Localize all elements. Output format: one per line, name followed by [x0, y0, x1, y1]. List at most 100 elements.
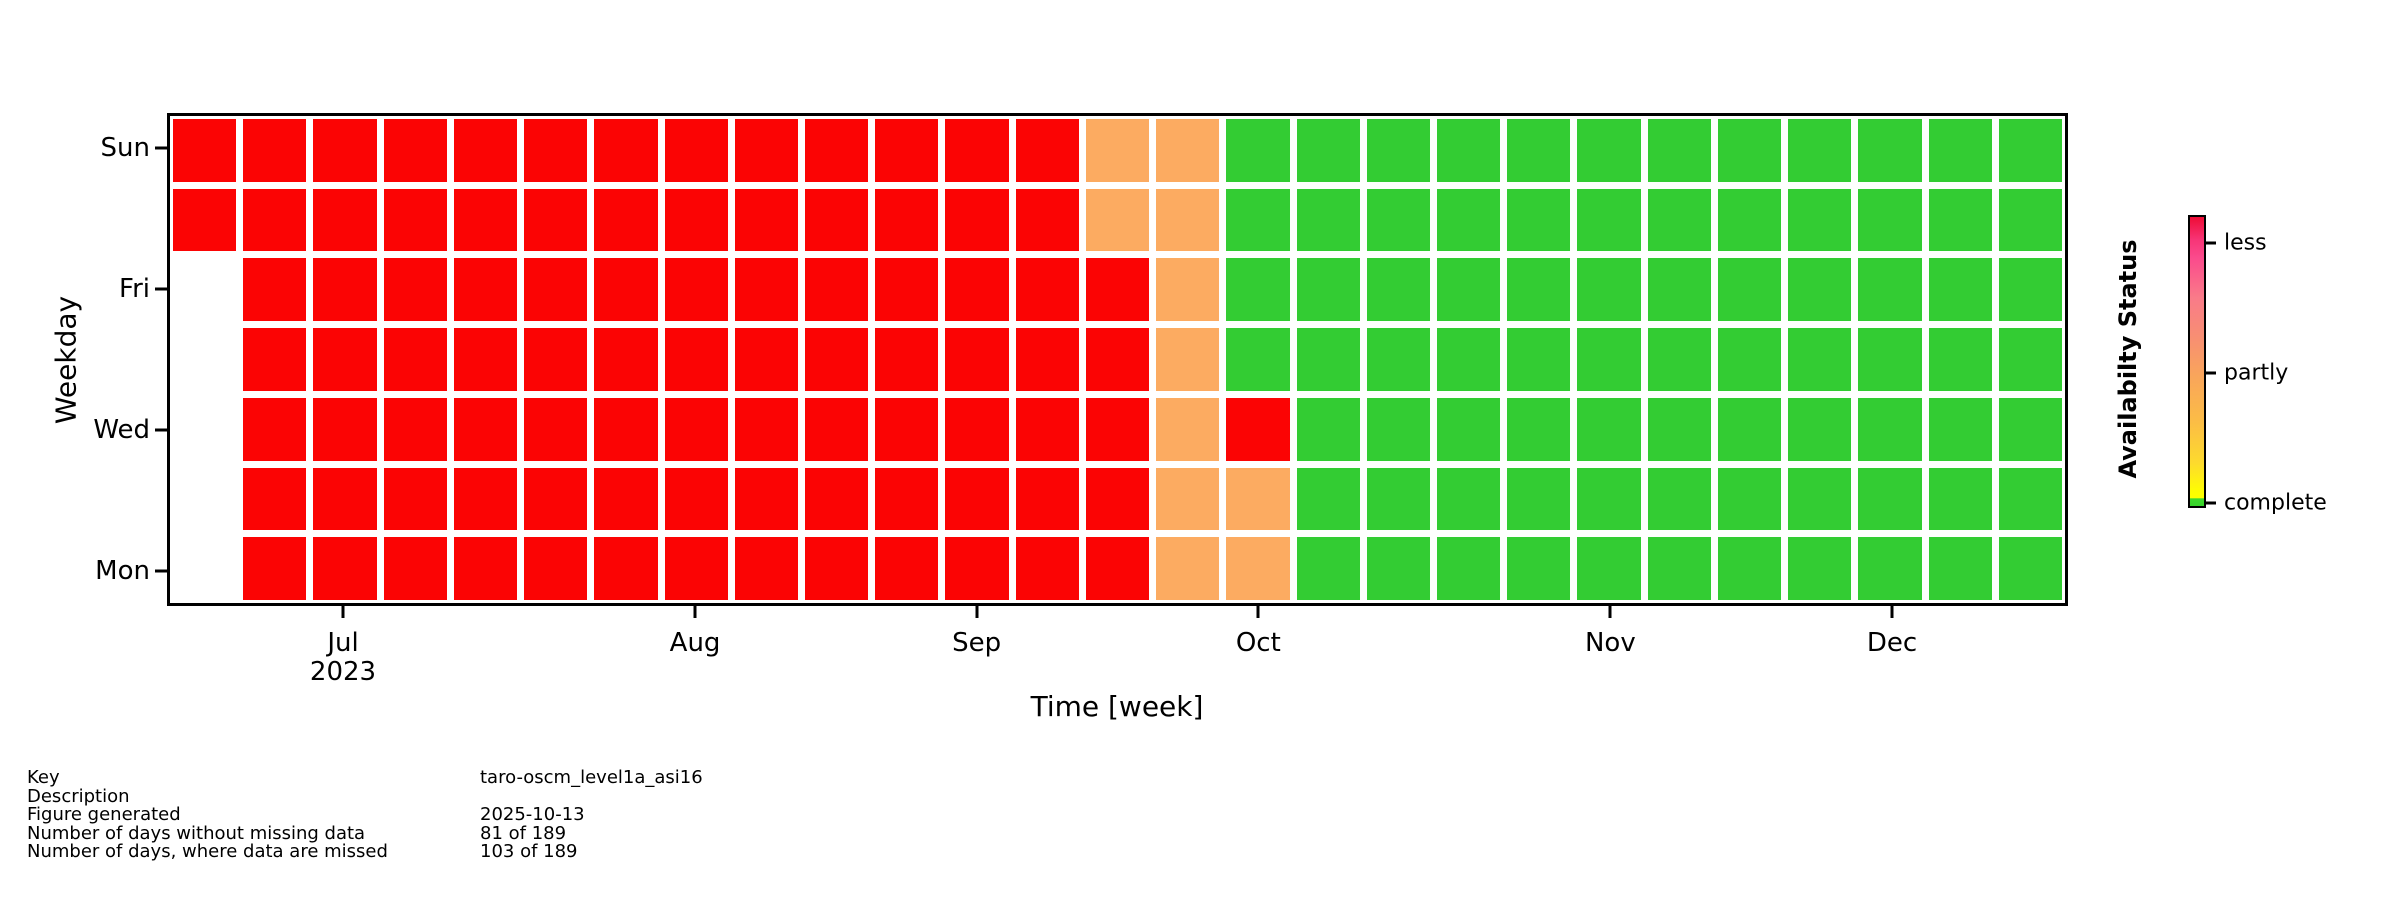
heatmap-cell	[1577, 188, 1641, 252]
heatmap-cell	[453, 258, 518, 322]
heatmap-cell	[453, 467, 518, 531]
heatmap-cell	[1858, 258, 1922, 322]
heatmap-cell	[243, 537, 307, 600]
x-axis-tick-label: Nov	[1584, 628, 1636, 658]
heatmap-cell	[1928, 119, 1992, 182]
heatmap-cell	[594, 119, 658, 182]
heatmap-cell	[1928, 467, 1992, 531]
heatmap-cell	[945, 328, 1009, 391]
heatmap-cell	[1577, 397, 1641, 461]
heatmap-cell	[1788, 119, 1852, 182]
heatmap-cell	[945, 188, 1009, 252]
heatmap-cell	[524, 328, 588, 391]
heatmap-cell	[1296, 119, 1360, 182]
heatmap-cell	[1717, 188, 1782, 252]
heatmap-cell	[1507, 537, 1571, 600]
heatmap-cell	[1647, 119, 1711, 182]
heatmap-cell	[243, 328, 307, 391]
heatmap-cell	[1998, 188, 2062, 252]
y-axis-tick-label: Wed	[93, 414, 150, 445]
heatmap-cell	[1928, 258, 1992, 322]
x-axis-tick-label: Jul	[327, 628, 359, 658]
heatmap-cell	[594, 258, 658, 322]
heatmap-cell	[1717, 537, 1782, 600]
heatmap-cell	[1226, 467, 1290, 531]
heatmap-cell	[1717, 397, 1782, 461]
heatmap-cell	[664, 537, 728, 600]
heatmap-cell	[1507, 188, 1571, 252]
heatmap-cell	[1928, 397, 1992, 461]
colorbar-tick-label: less	[2224, 230, 2267, 256]
heatmap-cell	[1436, 119, 1501, 182]
heatmap-cell	[1928, 537, 1992, 600]
heatmap-cell	[1366, 258, 1430, 322]
heatmap-cell	[313, 119, 377, 182]
heatmap-cell	[1647, 467, 1711, 531]
heatmap-cell	[453, 397, 518, 461]
heatmap-cell	[804, 188, 869, 252]
heatmap-cell	[804, 397, 869, 461]
heatmap-cell	[1015, 467, 1079, 531]
heatmap-cell	[1296, 537, 1360, 600]
heatmap-cell	[875, 188, 939, 252]
colorbar-tick	[2206, 241, 2216, 245]
heatmap-cell	[1366, 119, 1430, 182]
heatmap-cell	[1647, 258, 1711, 322]
heatmap-cell	[1085, 119, 1150, 182]
metadata-row: Key taro-oscm_level1a_asi16	[27, 768, 703, 788]
heatmap-cell	[1788, 397, 1852, 461]
heatmap-cell	[1858, 119, 1922, 182]
heatmap-cell	[383, 537, 447, 600]
x-axis-tick-label: Sep	[952, 628, 1002, 658]
heatmap-cell	[1156, 537, 1220, 600]
heatmap-cell	[1858, 188, 1922, 252]
x-axis-tick	[1890, 606, 1894, 618]
heatmap-cell	[524, 397, 588, 461]
heatmap-cell	[734, 537, 798, 600]
heatmap-cell	[945, 397, 1009, 461]
y-axis-tick	[155, 287, 167, 291]
heatmap-cell	[1788, 467, 1852, 531]
x-axis-year-label: 2023	[309, 657, 377, 687]
heatmap-cell	[1577, 537, 1641, 600]
heatmap-cell	[313, 397, 377, 461]
heatmap-cell	[1015, 397, 1079, 461]
heatmap-cell	[594, 188, 658, 252]
heatmap-cell	[524, 258, 588, 322]
heatmap-grid	[170, 116, 2065, 603]
heatmap-cell	[1928, 328, 1992, 391]
y-axis-tick	[155, 569, 167, 573]
heatmap-cell	[1788, 188, 1852, 252]
heatmap-cell	[804, 119, 869, 182]
metadata-row: Number of days, where data are missed 103…	[27, 843, 703, 862]
heatmap-cell	[1085, 397, 1150, 461]
heatmap-cell	[1998, 328, 2062, 391]
heatmap-cell	[734, 119, 798, 182]
heatmap-cell	[1436, 397, 1501, 461]
heatmap-cell	[243, 467, 307, 531]
heatmap-cell	[1296, 328, 1360, 391]
heatmap-cell	[1647, 537, 1711, 600]
heatmap-cell	[875, 258, 939, 322]
heatmap-cell	[243, 119, 307, 182]
heatmap-cell	[1296, 188, 1360, 252]
heatmap-cell	[1507, 467, 1571, 531]
heatmap-cell	[664, 188, 728, 252]
heatmap-cell	[1085, 258, 1150, 322]
heatmap-cell	[664, 467, 728, 531]
heatmap-cell	[1928, 188, 1992, 252]
heatmap-cell	[1788, 537, 1852, 600]
x-axis-tick-label: Aug	[669, 628, 721, 658]
y-axis-tick	[155, 146, 167, 150]
colorbar-title: Availabilty Status	[2114, 239, 2142, 479]
heatmap-cell	[1998, 467, 2062, 531]
heatmap-cell	[875, 328, 939, 391]
heatmap-cell	[1507, 119, 1571, 182]
heatmap-cell	[1788, 328, 1852, 391]
heatmap-cell	[1085, 188, 1150, 252]
heatmap-cell	[594, 537, 658, 600]
heatmap-cell	[313, 467, 377, 531]
heatmap-cell	[804, 537, 869, 600]
heatmap-cell	[594, 467, 658, 531]
